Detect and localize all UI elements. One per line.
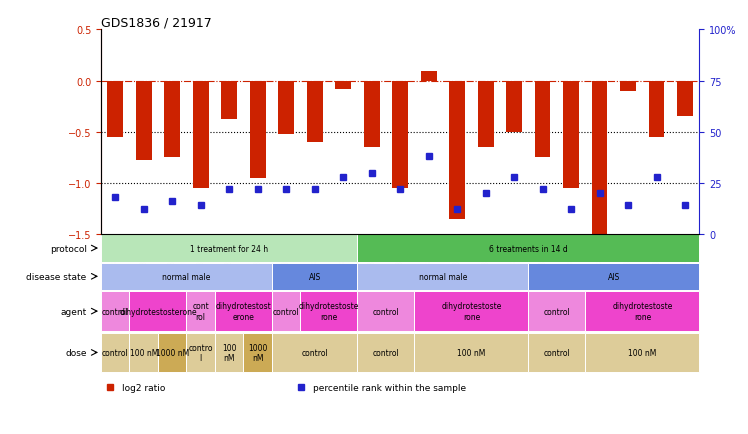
Bar [586, 292, 699, 331]
Bar [221, 81, 237, 120]
Bar [620, 81, 636, 92]
Bar [358, 263, 528, 290]
Bar [186, 292, 215, 331]
Bar [393, 81, 408, 188]
Bar [101, 333, 129, 372]
Text: dihydrotestoste
rone: dihydrotestoste rone [441, 302, 502, 321]
Bar [528, 333, 586, 372]
Bar [450, 81, 465, 219]
Bar [421, 72, 437, 81]
Bar [243, 333, 272, 372]
Bar [528, 292, 586, 331]
Bar [586, 333, 699, 372]
Bar [101, 263, 272, 290]
Bar [158, 333, 186, 372]
Text: 100
nM: 100 nM [222, 343, 236, 362]
Bar [272, 333, 358, 372]
Text: 1000 nM: 1000 nM [156, 348, 188, 357]
Bar [136, 81, 152, 161]
Bar [272, 292, 301, 331]
Text: percentile rank within the sample: percentile rank within the sample [313, 383, 467, 392]
Bar [129, 292, 186, 331]
Text: disease state: disease state [26, 272, 87, 281]
Text: control: control [273, 307, 300, 316]
Bar [272, 263, 358, 290]
Text: control: control [102, 307, 129, 316]
Bar [414, 292, 528, 331]
Bar [358, 235, 699, 262]
Bar [186, 333, 215, 372]
Bar [108, 81, 123, 138]
Bar [301, 292, 358, 331]
Text: control: control [544, 307, 570, 316]
Bar [307, 81, 322, 142]
Bar [215, 333, 243, 372]
Text: 100 nM: 100 nM [129, 348, 158, 357]
Text: 100 nM: 100 nM [628, 348, 657, 357]
Bar [250, 81, 266, 178]
Text: normal male: normal male [162, 272, 211, 281]
Bar [129, 333, 158, 372]
Text: contro
l: contro l [188, 343, 213, 362]
Text: 6 treatments in 14 d: 6 treatments in 14 d [489, 244, 568, 253]
Bar [358, 333, 414, 372]
Text: dihydrotestost
erone: dihydrotestost erone [215, 302, 272, 321]
Text: 1 treatment for 24 h: 1 treatment for 24 h [190, 244, 269, 253]
Text: dose: dose [65, 348, 87, 357]
Bar [478, 81, 494, 148]
Text: control: control [544, 348, 570, 357]
Text: control: control [373, 348, 399, 357]
Bar [165, 81, 180, 158]
Text: dihydrotestoste
rone: dihydrotestoste rone [298, 302, 359, 321]
Text: dihydrotestoste
rone: dihydrotestoste rone [612, 302, 672, 321]
Bar [528, 263, 699, 290]
Bar [358, 292, 414, 331]
Text: 100 nM: 100 nM [457, 348, 485, 357]
Bar [535, 81, 551, 158]
Bar [101, 292, 129, 331]
Bar [414, 333, 528, 372]
Text: control: control [373, 307, 399, 316]
Text: log2 ratio: log2 ratio [122, 383, 165, 392]
Text: agent: agent [61, 307, 87, 316]
Text: AIS: AIS [608, 272, 620, 281]
Text: cont
rol: cont rol [192, 302, 209, 321]
Text: control: control [301, 348, 328, 357]
Bar [364, 81, 379, 148]
Bar [215, 292, 272, 331]
Text: dihydrotestosterone: dihydrotestosterone [119, 307, 197, 316]
Bar [592, 81, 607, 244]
Bar [278, 81, 294, 135]
Bar [335, 81, 351, 89]
Text: 1000
nM: 1000 nM [248, 343, 267, 362]
Text: GDS1836 / 21917: GDS1836 / 21917 [101, 16, 212, 29]
Text: control: control [102, 348, 129, 357]
Bar [506, 81, 522, 132]
Text: protocol: protocol [49, 244, 87, 253]
Text: normal male: normal male [419, 272, 467, 281]
Text: AIS: AIS [309, 272, 321, 281]
Bar [101, 235, 358, 262]
Bar [563, 81, 579, 188]
Bar [649, 81, 664, 138]
Bar [193, 81, 209, 188]
Bar [677, 81, 693, 117]
